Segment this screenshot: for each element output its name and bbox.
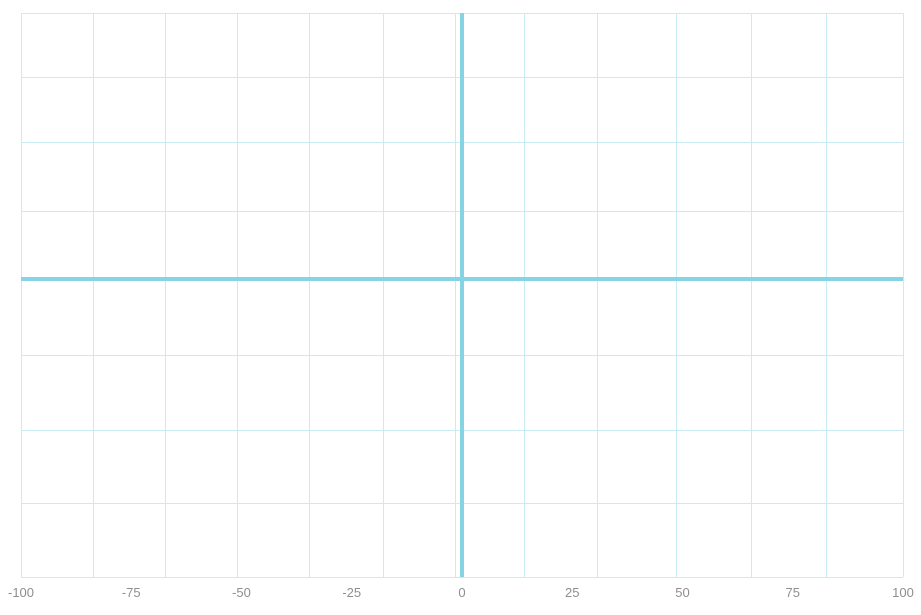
x-tick-label: 100	[892, 585, 914, 600]
x-tick-label: 0	[458, 585, 465, 600]
x-tick-label: -100	[8, 585, 34, 600]
x-tick-label: 50	[675, 585, 689, 600]
x-tick-label: 75	[786, 585, 800, 600]
axis-layer	[21, 13, 903, 577]
x-tick-label: -75	[122, 585, 141, 600]
x-tick-label: 25	[565, 585, 579, 600]
x-tick-labels: -100 -75 -50 -25 0 25 50 75 100	[8, 585, 914, 600]
x-tick-label: -25	[342, 585, 361, 600]
x-tick-label: -50	[232, 585, 251, 600]
